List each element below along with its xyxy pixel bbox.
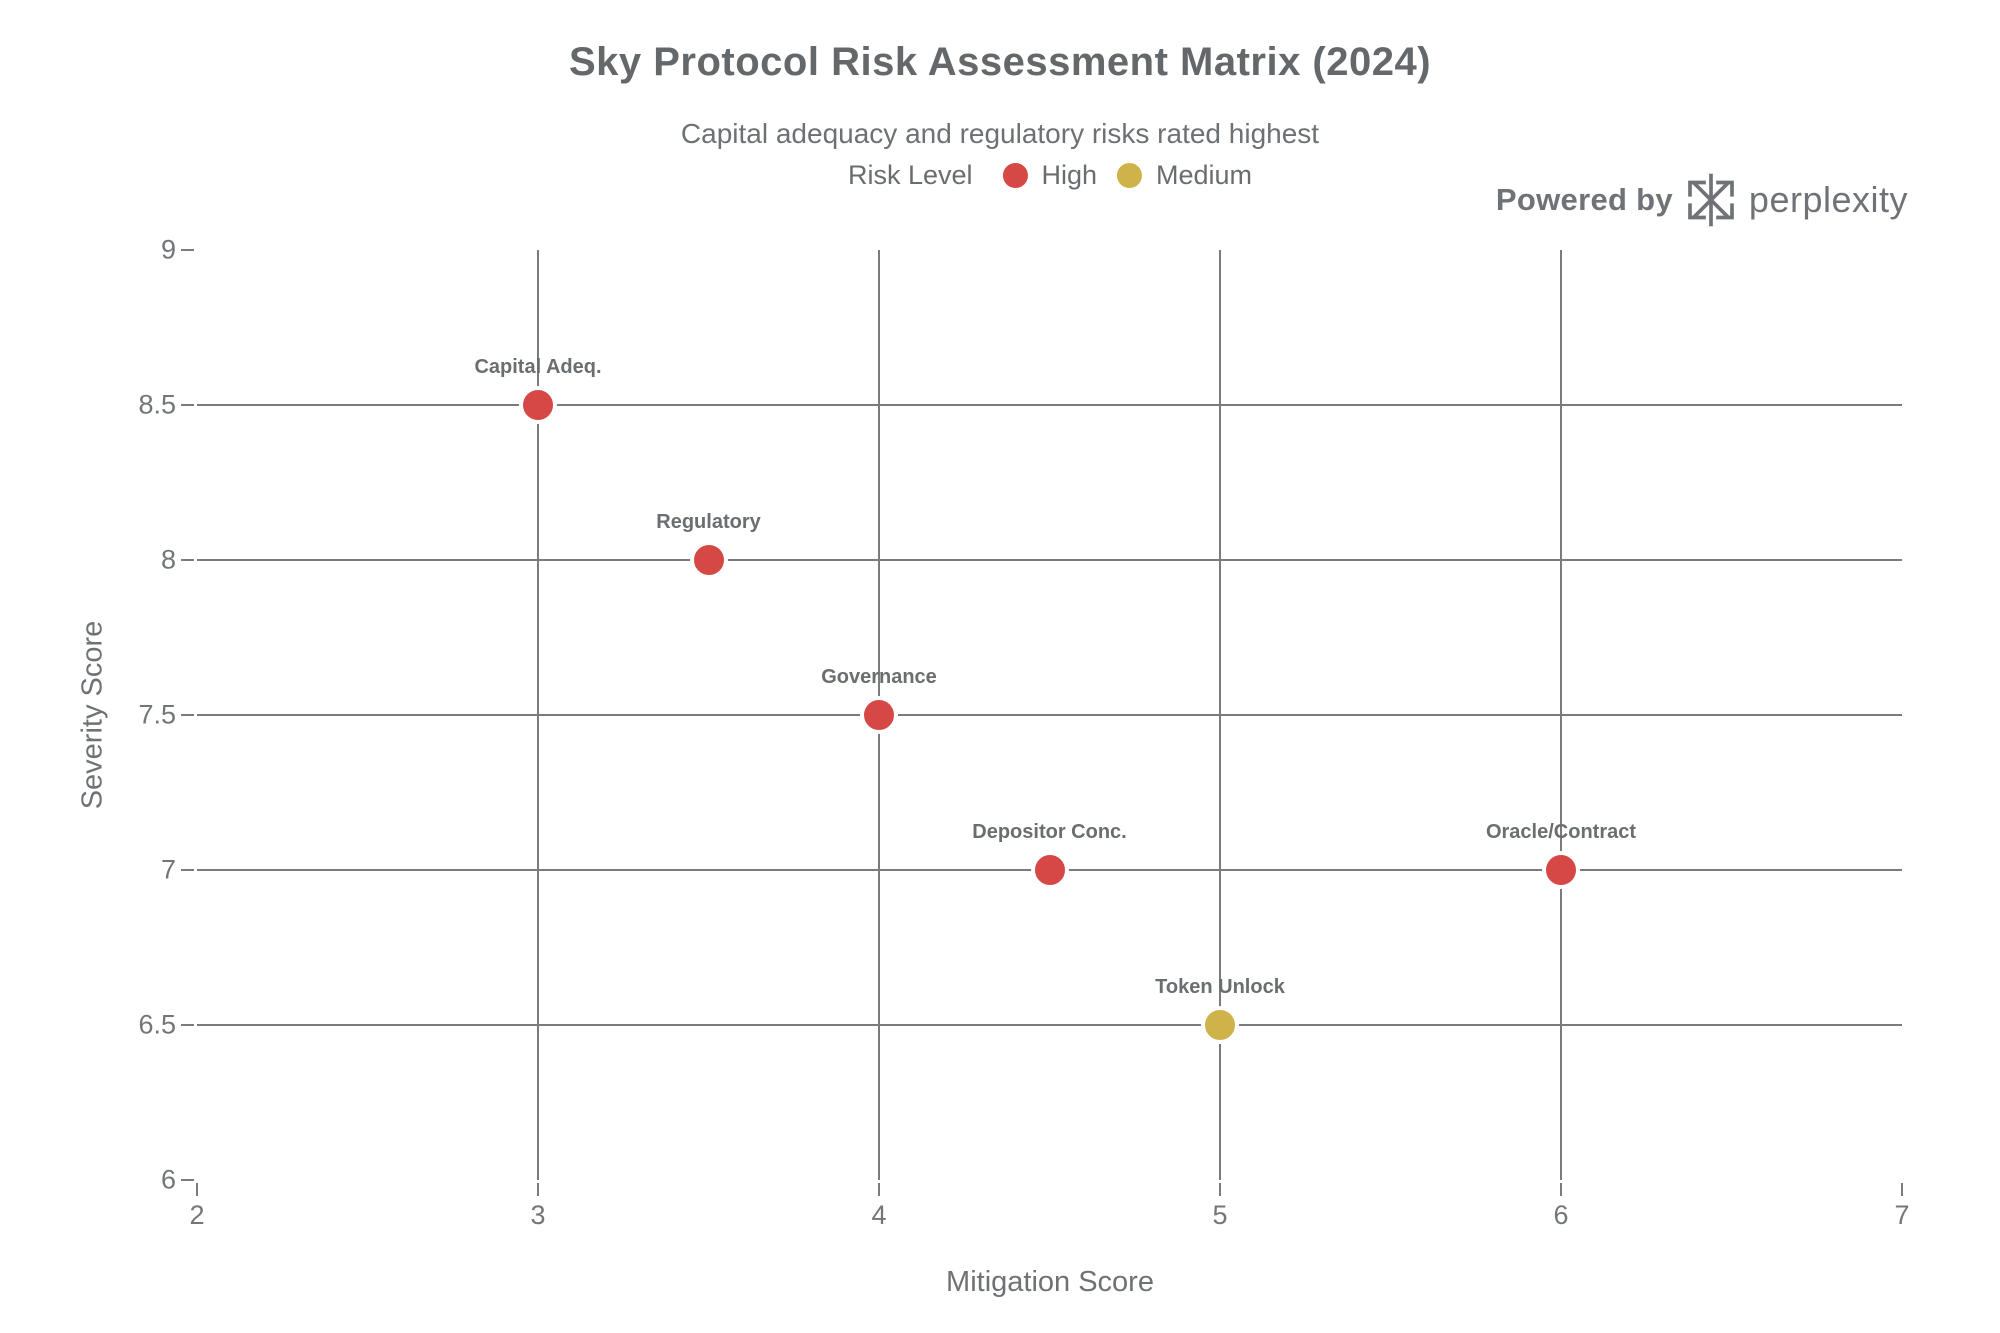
x-tick-mark: [878, 1183, 880, 1196]
x-tick-mark: [537, 1183, 539, 1196]
chart-title: Sky Protocol Risk Assessment Matrix (202…: [568, 40, 1432, 84]
perplexity-asterisk-icon: [1688, 173, 1734, 227]
x-gridline: [1560, 250, 1562, 1180]
y-tick-mark: [181, 714, 194, 716]
x-tick-mark: [1560, 1183, 1562, 1196]
x-axis-title: Mitigation Score: [946, 1266, 1154, 1298]
data-point: [860, 696, 898, 734]
y-tick-mark: [181, 1179, 194, 1181]
y-tick-label: 7.5: [138, 699, 176, 730]
y-gridline: [197, 404, 1902, 406]
legend-entry-high[interactable]: High: [1000, 160, 1097, 191]
x-tick-mark: [1901, 1183, 1903, 1196]
x-tick-label: 6: [1553, 1200, 1569, 1230]
brand-name: perplexity: [1748, 179, 1908, 220]
data-point-label: Regulatory: [656, 511, 761, 533]
x-tick-label: 5: [1212, 1200, 1228, 1230]
data-point-label: Governance: [821, 666, 937, 688]
data-point: [1201, 1006, 1239, 1044]
x-tick-label: 7: [1894, 1200, 1910, 1230]
y-tick-label: 7: [160, 854, 176, 885]
y-gridline: [197, 714, 1902, 716]
powered-by-branding: Powered by perplexity: [1496, 170, 1908, 230]
data-point: [1030, 851, 1069, 889]
y-tick-mark: [181, 869, 194, 871]
y-tick-mark: [181, 249, 194, 251]
x-tick-label: 2: [189, 1200, 205, 1230]
y-tick-mark: [181, 1024, 194, 1026]
legend-title: Risk Level: [847, 160, 973, 190]
legend: Risk Level High Medium: [848, 160, 1252, 191]
y-tick-label: 6: [160, 1164, 176, 1195]
x-gridline: [1219, 250, 1221, 1180]
legend-entry-high-label: High: [1041, 160, 1098, 190]
y-gridline: [197, 559, 1902, 561]
powered-by-label: Powered by: [1495, 182, 1673, 217]
y-tick-mark: [181, 404, 194, 406]
data-point: [519, 386, 557, 424]
medium-risk-dot-icon: [1115, 161, 1145, 190]
data-point: [689, 541, 728, 579]
x-tick-label: 3: [530, 1200, 546, 1230]
data-point-label: Depositor Conc.: [972, 821, 1127, 843]
data-point-label: Token Unlock: [1155, 976, 1285, 998]
high-risk-dot-icon: [1000, 161, 1030, 190]
y-tick-mark: [181, 559, 194, 561]
y-gridline: [197, 1024, 1902, 1026]
legend-entry-medium-label: Medium: [1156, 160, 1253, 190]
legend-entry-medium[interactable]: Medium: [1115, 160, 1252, 191]
x-gridline: [537, 250, 539, 1180]
data-point-label: Oracle/Contract: [1485, 821, 1637, 843]
y-tick-label: 8.5: [138, 389, 176, 420]
x-tick-mark: [196, 1183, 198, 1196]
x-tick-label: 4: [871, 1200, 887, 1230]
chart-subtitle: Capital adequacy and regulatory risks ra…: [680, 118, 1320, 149]
data-point-label: Capital Adeq.: [474, 356, 602, 378]
y-tick-label: 6.5: [138, 1009, 176, 1040]
data-point: [1542, 851, 1580, 889]
x-tick-mark: [1219, 1183, 1221, 1196]
y-tick-label: 9: [160, 234, 176, 265]
y-tick-label: 8: [160, 544, 176, 575]
